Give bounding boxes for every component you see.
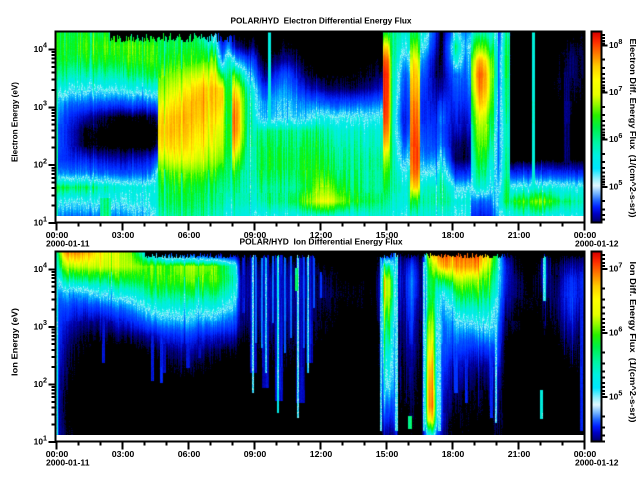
svg-text:21:00: 21:00 [508, 449, 531, 459]
svg-text:104: 104 [34, 261, 47, 274]
svg-text:21:00: 21:00 [508, 230, 531, 240]
svg-text:Ion Diff. Energy Flux (1/(cm^: Ion Diff. Energy Flux (1/(cm^2-s-sr)) [628, 262, 638, 423]
svg-text:06:00: 06:00 [178, 230, 201, 240]
svg-text:103: 103 [34, 99, 47, 112]
svg-text:103: 103 [34, 318, 47, 331]
svg-text:107: 107 [609, 260, 622, 273]
svg-text:106: 106 [609, 324, 622, 337]
svg-text:Ion Energy (eV): Ion Energy (eV) [10, 308, 20, 376]
svg-text:102: 102 [34, 156, 47, 169]
svg-text:00:00: 00:00 [574, 230, 597, 240]
svg-text:2000-01-11: 2000-01-11 [46, 238, 90, 248]
svg-text:POLAR/HYD Ion Differential En: POLAR/HYD Ion Differential Energy Flux [240, 237, 403, 247]
svg-text:108: 108 [609, 37, 622, 50]
svg-text:00:00: 00:00 [46, 449, 69, 459]
svg-text:102: 102 [34, 376, 47, 389]
svg-text:12:00: 12:00 [310, 230, 333, 240]
svg-text:106: 106 [609, 131, 622, 144]
svg-text:POLAR/HYD Electron Differenti: POLAR/HYD Electron Differential Energy F… [231, 16, 412, 26]
svg-text:2000-01-11: 2000-01-11 [46, 458, 90, 468]
svg-text:18:00: 18:00 [442, 230, 465, 240]
svg-text:12:00: 12:00 [310, 449, 333, 459]
svg-text:15:00: 15:00 [376, 449, 399, 459]
svg-text:Electron Diff. Energy Flux (1: Electron Diff. Energy Flux (1/(cm^2-s-sr… [628, 38, 638, 217]
svg-text:18:00: 18:00 [442, 449, 465, 459]
svg-text:105: 105 [609, 178, 622, 191]
svg-text:00:00: 00:00 [46, 230, 69, 240]
svg-text:2000-01-12: 2000-01-12 [575, 458, 619, 468]
svg-text:09:00: 09:00 [244, 230, 267, 240]
svg-text:107: 107 [609, 84, 622, 97]
svg-text:105: 105 [609, 388, 622, 401]
svg-text:09:00: 09:00 [244, 449, 267, 459]
svg-text:104: 104 [34, 41, 47, 54]
svg-text:15:00: 15:00 [376, 230, 399, 240]
svg-text:03:00: 03:00 [112, 230, 135, 240]
svg-text:03:00: 03:00 [112, 449, 135, 459]
svg-text:2000-01-12: 2000-01-12 [575, 238, 619, 248]
svg-text:06:00: 06:00 [178, 449, 201, 459]
svg-text:101: 101 [34, 214, 47, 227]
svg-text:Electron Energy (eV): Electron Energy (eV) [10, 82, 20, 162]
svg-text:101: 101 [34, 433, 47, 446]
svg-text:00:00: 00:00 [574, 449, 597, 459]
